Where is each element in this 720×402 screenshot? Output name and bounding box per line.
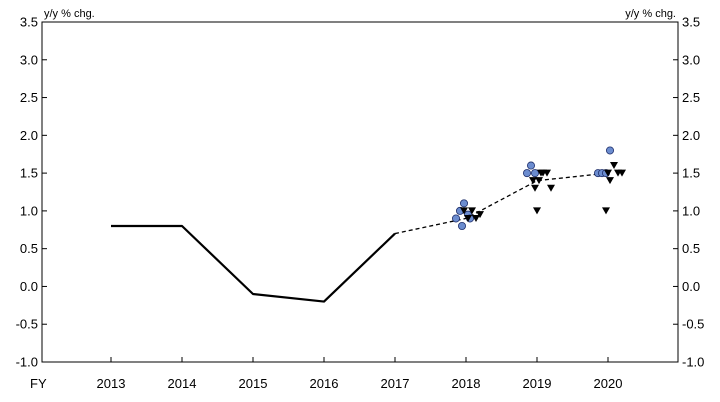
y-tick-label-left: 1.0 <box>20 203 38 218</box>
triangle-point <box>529 177 537 185</box>
y-tick-label-left: -0.5 <box>16 317 38 332</box>
triangle-point <box>460 207 468 215</box>
triangle-point <box>476 211 484 219</box>
y-tick-label-left: 2.5 <box>20 90 38 105</box>
x-tick-label: 2019 <box>523 376 552 391</box>
y-tick-label-right: 1.0 <box>682 203 700 218</box>
triangle-point <box>472 214 480 222</box>
y-tick-label-right: 1.5 <box>682 166 700 181</box>
x-tick-label: 2016 <box>310 376 339 391</box>
triangle-point <box>533 207 541 215</box>
y-tick-label-right: -0.5 <box>682 317 704 332</box>
plot-frame <box>41 21 679 363</box>
x-tick-label: 2015 <box>239 376 268 391</box>
triangle-point <box>547 184 555 192</box>
triangle-point <box>535 177 543 185</box>
triangle-point <box>610 162 618 170</box>
fy-label: FY <box>30 376 47 391</box>
x-tick-label: 2014 <box>168 376 197 391</box>
markers-layer <box>451 146 626 230</box>
x-tick-label: 2017 <box>381 376 410 391</box>
triangle-point <box>604 169 612 177</box>
y-tick-label-left: 3.0 <box>20 52 38 67</box>
triangle-point <box>602 207 610 215</box>
ticks-layer: 3.5 3.5 3.0 3.0 2.5 2.5 2.0 2.0 1.5 1.5 1.0 1.0 0.5 0… <box>16 15 705 392</box>
circle-point <box>606 146 615 155</box>
y-unit-right: y/y % chg. <box>625 8 676 20</box>
x-tick-label: 2018 <box>452 376 481 391</box>
y-tick-label-right: 0.0 <box>682 279 700 294</box>
y-tick-label-left: 1.5 <box>20 166 38 181</box>
circle-point <box>531 169 540 178</box>
series-line-dashed <box>394 172 609 235</box>
series-line-solid <box>111 224 396 303</box>
circle-point <box>451 214 460 223</box>
y-tick-label-left: 2.0 <box>20 128 38 143</box>
y-tick-label-right: 3.5 <box>682 15 700 30</box>
x-tick-label: 2013 <box>97 376 126 391</box>
y-unit-left: y/y % chg. <box>44 8 95 20</box>
triangle-point <box>464 214 472 222</box>
triangle-point <box>468 207 476 215</box>
y-tick-label-left: 0.0 <box>20 279 38 294</box>
circle-point <box>457 221 466 230</box>
circle-point <box>523 169 532 178</box>
circle-point <box>527 161 536 170</box>
triangle-point <box>543 169 551 177</box>
lines-layer <box>111 172 609 303</box>
triangle-point <box>606 177 614 185</box>
y-tick-label-left: 3.5 <box>20 15 38 30</box>
y-tick-label-left: -1.0 <box>16 355 38 370</box>
y-tick-label-right: 2.0 <box>682 128 700 143</box>
x-tick-label: 2020 <box>594 376 623 391</box>
y-tick-label-right: -1.0 <box>682 355 704 370</box>
y-tick-label-right: 3.0 <box>682 52 700 67</box>
circle-point <box>459 199 468 208</box>
y-tick-label-left: 0.5 <box>20 241 38 256</box>
triangle-point <box>618 169 626 177</box>
y-tick-label-right: 0.5 <box>682 241 700 256</box>
triangle-point <box>531 184 539 192</box>
y-tick-label-right: 2.5 <box>682 90 700 105</box>
triangle-point <box>537 169 545 177</box>
